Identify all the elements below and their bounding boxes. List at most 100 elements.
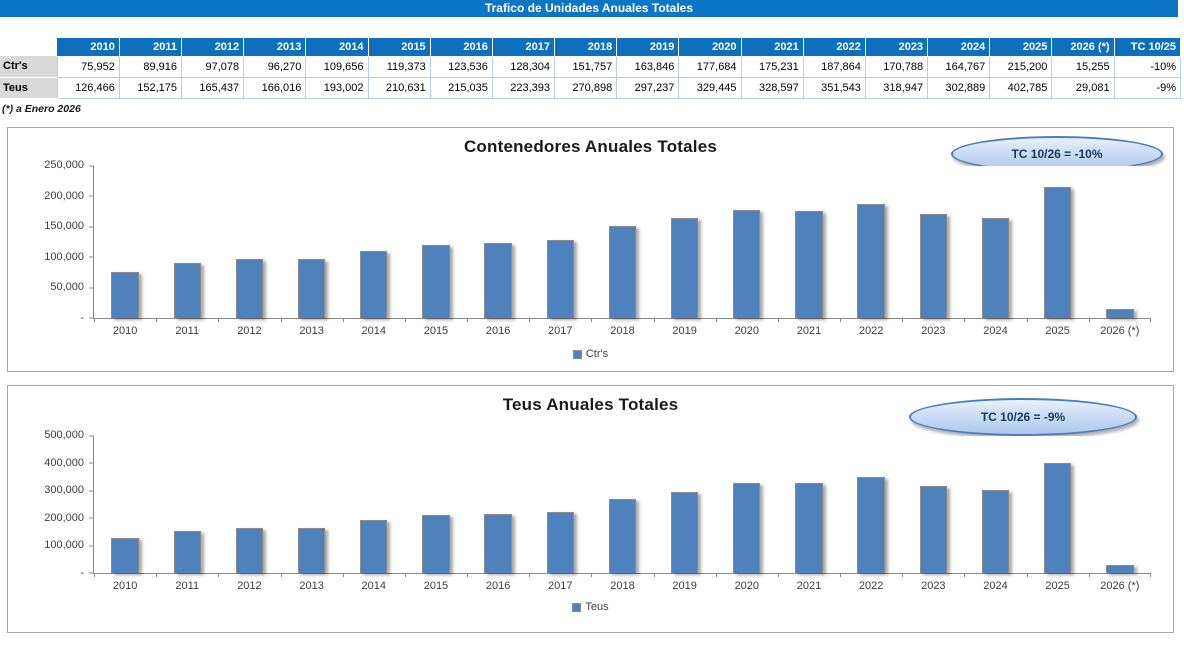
x-axis-tick [840, 318, 842, 322]
table-cell[interactable]: 328,597 [740, 76, 804, 99]
year-header-cell[interactable]: 2015 [368, 38, 431, 57]
table-cell[interactable]: 96,270 [243, 55, 307, 78]
table-cell[interactable]: 329,445 [678, 76, 742, 99]
bar [546, 511, 574, 573]
table-cell[interactable]: 170,788 [864, 55, 929, 78]
table-cell[interactable]: 164,767 [927, 55, 991, 78]
year-header-cell[interactable]: 2022 [803, 38, 866, 57]
x-axis-tick [715, 318, 717, 322]
x-axis-label: 2018 [610, 580, 635, 592]
table-cell[interactable]: 215,200 [989, 55, 1053, 78]
table-cell[interactable]: 89,916 [118, 55, 183, 78]
table-cell[interactable]: 402,785 [989, 76, 1053, 99]
table-cell[interactable]: 215,035 [429, 76, 493, 99]
x-axis-tick [1150, 318, 1151, 322]
x-axis-ticks [94, 318, 1151, 322]
y-axis-label: - [80, 311, 84, 324]
x-axis-tick [529, 573, 531, 577]
y-axis-tick [89, 490, 94, 492]
table-cell[interactable]: -10% [1113, 55, 1182, 78]
x-axis-label: 2015 [423, 325, 449, 337]
table-cell[interactable]: 210,631 [367, 76, 431, 99]
y-axis-tick [89, 256, 94, 258]
table-cell[interactable]: 119,373 [367, 55, 431, 78]
table-row: Ctr's 75,952 89,916 97,078 96,270 109,656 119,… [0, 55, 1182, 78]
y-axis: 500,000 400,000 300,000 200,000 100,000 - [14, 429, 84, 580]
bar [360, 251, 388, 318]
table-row: Teus 126,466 152,175 165,437 166,016 193,002 2… [0, 76, 1182, 99]
table-cell[interactable]: 193,002 [305, 76, 369, 99]
bar-slot [1089, 436, 1151, 573]
chart-title: Teus Anuales Totales [502, 395, 679, 414]
table-cell[interactable]: 75,952 [56, 55, 120, 78]
bar [919, 214, 947, 318]
y-axis-tick [89, 545, 94, 547]
bar-slot [716, 436, 778, 573]
y-axis-label: 200,000 [44, 511, 84, 524]
bar-slot [840, 436, 902, 573]
table-cell[interactable]: 109,656 [305, 55, 369, 78]
table-cell[interactable]: 223,393 [491, 76, 556, 99]
year-header-cell[interactable]: 2025 [989, 38, 1053, 57]
table-cell[interactable]: 318,947 [864, 76, 929, 99]
table-cell[interactable]: 270,898 [554, 76, 618, 99]
row-label-cell[interactable]: Teus [0, 77, 58, 99]
year-header-cell[interactable]: 2011 [119, 38, 183, 57]
year-header-cell[interactable]: 2023 [865, 38, 929, 57]
table-cell[interactable]: 29,081 [1051, 76, 1115, 99]
year-header-cell[interactable]: 2016 [430, 38, 493, 57]
bar-slot [156, 166, 218, 318]
table-cell[interactable]: 297,237 [616, 76, 680, 99]
table-cell[interactable]: 128,304 [491, 55, 556, 78]
y-axis: 250,000 200,000 150,000 100,000 50,000 - [14, 159, 84, 325]
sheet-title-bar: Trafico de Unidades Anuales Totales [0, 0, 1178, 17]
table-cell[interactable]: 15,255 [1051, 55, 1115, 78]
teus-chart: Teus Anuales Totales TC 10/26 = -9% 500,… [7, 385, 1174, 633]
legend: Teus [8, 601, 1173, 613]
year-header-cell[interactable]: 2020 [678, 38, 742, 57]
year-header-cell[interactable]: 2026 (*) [1051, 38, 1115, 57]
year-header-cell[interactable]: 2014 [305, 38, 369, 57]
x-axis-tick [902, 573, 904, 577]
bar [484, 242, 512, 318]
bar-slot [218, 436, 280, 573]
y-axis-tick [89, 317, 94, 319]
year-header-cell[interactable]: 2018 [554, 38, 618, 57]
table-cell[interactable]: 187,864 [802, 55, 866, 78]
table-cell[interactable]: 165,437 [180, 76, 245, 99]
bar [297, 527, 326, 573]
bar [981, 490, 1010, 573]
x-axis-label: 2012 [237, 325, 262, 337]
x-axis-tick [964, 318, 966, 322]
table-cell[interactable]: 302,889 [927, 76, 991, 99]
year-header-cell[interactable]: 2012 [181, 38, 245, 57]
y-axis-ticks [89, 435, 94, 574]
bar-slot [1089, 166, 1151, 318]
table-cell[interactable]: 152,175 [118, 76, 183, 99]
year-header-cell[interactable]: 2017 [492, 38, 556, 57]
year-header-cell[interactable]: 2010 [57, 38, 120, 57]
table-cell[interactable]: 351,543 [802, 76, 866, 99]
table-cell[interactable]: 175,231 [740, 55, 804, 78]
year-header-cell[interactable]: 2024 [927, 38, 991, 57]
table-cell[interactable]: 177,684 [678, 55, 742, 78]
year-header-cell[interactable]: TC 10/25 [1114, 38, 1182, 57]
ctrs-chart: Contenedores Anuales Totales TC 10/26 = … [7, 127, 1174, 372]
row-label-cell[interactable]: Ctr's [0, 56, 58, 78]
table-cell[interactable]: 163,846 [616, 55, 680, 78]
table-cell[interactable]: 97,078 [180, 55, 245, 78]
year-header-cell[interactable]: 2021 [741, 38, 804, 57]
table-cell[interactable]: 151,757 [554, 55, 618, 78]
table-cell[interactable]: 126,466 [56, 76, 120, 99]
table-cell[interactable]: -9% [1113, 76, 1182, 99]
plot-area: 250,000 200,000 150,000 100,000 50,000 - 2010… [44, 159, 1151, 337]
year-header-cell[interactable]: 2019 [616, 38, 680, 57]
x-axis-tick [1088, 573, 1090, 577]
bar [733, 482, 761, 573]
x-axis-label: 2016 [485, 325, 511, 337]
table-cell[interactable]: 123,536 [429, 55, 493, 78]
year-header-cell[interactable]: 2013 [243, 38, 307, 57]
table-cell[interactable]: 166,016 [243, 76, 307, 99]
bar-slot [1027, 166, 1089, 318]
y-axis-tick [89, 517, 94, 519]
